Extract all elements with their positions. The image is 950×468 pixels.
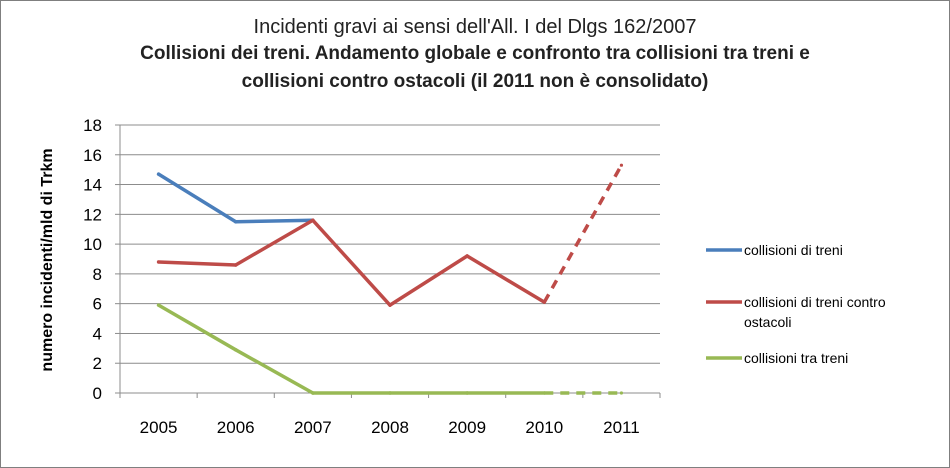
chart-subtitle-line-1: Collisioni dei treni. Andamento globale … (140, 43, 810, 64)
axes: 0 2 4 6 8 10 12 14 16 18 2005 2006 2007 2008 2009 2010 2… (83, 116, 661, 437)
series-segment-1 (156, 172, 238, 224)
legend-label: ostacoli (744, 314, 791, 330)
data-point (542, 391, 546, 395)
data-point (311, 391, 315, 395)
series-segment-2 (388, 254, 469, 307)
series-segment-3 (156, 303, 238, 352)
y-axis-label: numero incidenti/mld di Trkm (39, 148, 56, 371)
data-point (234, 348, 238, 352)
y-tick-label: 12 (83, 205, 102, 224)
y-tick-label: 14 (83, 176, 102, 195)
data-point (234, 263, 238, 267)
data-point (542, 300, 546, 304)
y-tick-label: 0 (93, 384, 102, 403)
series-lines (156, 163, 624, 395)
data-point (311, 218, 315, 222)
y-tick-label: 10 (83, 235, 102, 254)
y-tick-label: 16 (83, 146, 102, 165)
series-segment-2 (542, 164, 623, 304)
legend-label: collisioni tra treni (744, 350, 848, 366)
series-segment-2 (156, 260, 238, 267)
x-tick-label: 2005 (140, 418, 178, 437)
data-point (465, 254, 469, 258)
chart-title: Incidenti gravi ai sensi dell'All. I del… (253, 16, 697, 38)
data-point (156, 172, 161, 176)
x-tick-label: 2008 (371, 418, 409, 437)
series-segment-3 (233, 348, 315, 395)
data-point (465, 391, 469, 395)
legend-label: collisioni di treni (744, 242, 843, 258)
x-tick-label: 2011 (603, 418, 640, 437)
data-point (234, 220, 238, 224)
series-segment-2 (311, 218, 392, 307)
gridlines (120, 124, 660, 394)
y-tick-label: 8 (93, 265, 102, 284)
x-tick-label: 2007 (294, 418, 332, 437)
y-tick-label: 2 (93, 354, 102, 373)
y-tick-label: 4 (93, 324, 102, 343)
legend: collisioni di treni collisioni di treni c… (706, 242, 886, 366)
x-tick-label: 2006 (217, 418, 255, 437)
data-point (388, 391, 392, 395)
series-segment-2 (233, 218, 315, 267)
series-segment-1 (233, 218, 315, 224)
data-point (156, 303, 161, 307)
series-segment-2 (465, 254, 547, 304)
legend-label: collisioni di treni contro (744, 294, 886, 310)
y-tick-label: 18 (83, 116, 102, 135)
data-point (619, 163, 624, 167)
chart-title-block: Incidenti gravi ai sensi dell'All. I del… (0, 14, 950, 96)
data-point (156, 260, 161, 264)
chart-subtitle-line-2: collisioni contro ostacoli (il 2011 non … (241, 71, 709, 92)
data-point (388, 303, 392, 307)
x-tick-label: 2010 (525, 418, 563, 437)
x-tick-label: 2009 (448, 418, 486, 437)
y-tick-label: 6 (93, 295, 102, 314)
data-point (619, 391, 624, 395)
